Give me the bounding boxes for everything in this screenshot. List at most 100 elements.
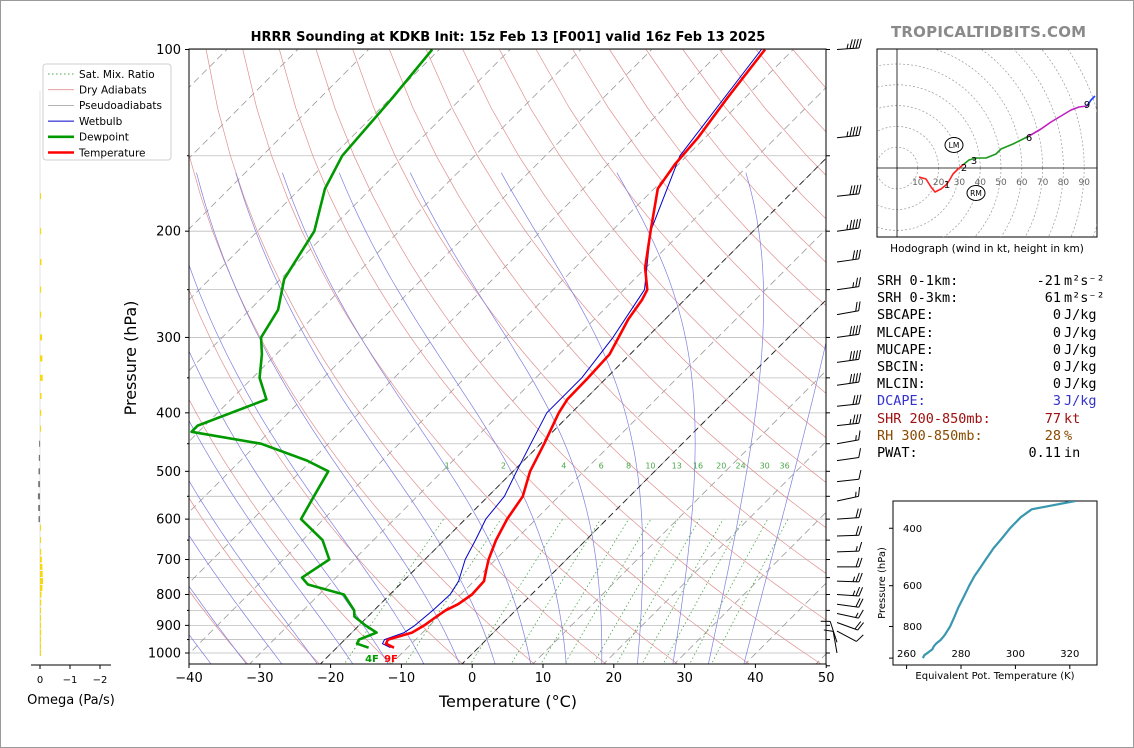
barb-full: [852, 395, 856, 405]
legend-item: Wetbulb: [79, 116, 123, 128]
omega-bar: [40, 311, 42, 318]
wind-barb: [836, 525, 863, 537]
omega-bar: [39, 440, 41, 447]
hodograph-ring-label: 10: [912, 178, 924, 188]
omega-bar: [40, 409, 42, 416]
brand-watermark: TROPICALTIDBITS.COM: [891, 23, 1087, 41]
barb-full: [855, 598, 861, 608]
barb-full: [858, 572, 863, 583]
wind-barb-shape: [836, 525, 863, 537]
wind-barb-shape: [823, 629, 838, 654]
stat-value: 28: [1044, 427, 1061, 444]
barb-full: [858, 184, 862, 195]
stat-unit: m²s⁻²: [1064, 273, 1105, 289]
theta-e-x-tick-label: 260: [897, 649, 916, 660]
omega-bar: [40, 599, 42, 606]
moist-adiabat: [196, 172, 460, 664]
omega-bar: [38, 481, 40, 488]
stat-value: 0: [1052, 341, 1061, 358]
wind-barb-shape: [836, 301, 861, 316]
hodograph-grid: [877, 49, 1097, 237]
omega-x-label: Omega (Pa/s): [27, 693, 115, 708]
moist-adiabat: [189, 419, 354, 664]
theta-e-x-tick-label: 320: [1060, 649, 1079, 660]
wind-barb: [836, 413, 862, 427]
barb-full: [857, 622, 864, 631]
mixing-ratio-label: 20: [716, 462, 726, 471]
wind-barb: [836, 277, 861, 291]
barb-full: [855, 508, 859, 518]
barb-full: [849, 373, 853, 384]
storm-motion-marker: [944, 137, 964, 153]
barb-half: [855, 491, 857, 498]
wind-barb: [836, 598, 864, 608]
barb-full: [858, 587, 864, 597]
wind-barb: [837, 557, 863, 568]
wind-barb-shape: [836, 324, 861, 338]
omega-bar: [40, 228, 42, 235]
barb-full: [852, 350, 856, 361]
omega-tick-label: −2: [93, 675, 108, 686]
barb-full: [852, 414, 856, 425]
skewt-axes: 4F 9F −40 −30 −20 −10 0 10 20 30 40 50 100 200 300 400 5…: [148, 43, 835, 686]
wind-barb-shape: [836, 486, 861, 502]
mixing-ratio-line: [343, 518, 445, 664]
mixing-ratio-line: [662, 518, 744, 664]
stat-unit: J/kg: [1064, 376, 1097, 393]
omega-bar: [38, 454, 40, 461]
theta-e-frame: [892, 500, 1098, 666]
mixing-ratio-label: 13: [672, 462, 682, 471]
hodograph-trace: [963, 135, 1030, 165]
theta-e-y-tick-label: 800: [903, 622, 922, 633]
skewt-y-label: Pressure (hPa): [121, 301, 140, 416]
hodograph-trace: [918, 176, 950, 193]
hodograph-caption: Hodograph (wind in kt, height in km): [890, 243, 1084, 255]
dry-adiabat: [425, 49, 826, 529]
barb-full: [858, 218, 861, 229]
wind-barb: [836, 469, 862, 483]
x-tick-label: 30: [676, 671, 693, 686]
wind-barb-shape: [836, 572, 863, 583]
barb-full: [855, 219, 859, 229]
hodograph-height-label: 1: [944, 180, 950, 191]
stat-value: 0: [1052, 307, 1061, 324]
moist-adiabat: [235, 172, 496, 664]
barb-full: [852, 219, 856, 230]
stat-row: SHR 200-850mb: 77 kt: [877, 411, 1117, 428]
skewt-x-label: Temperature (°C): [438, 692, 577, 711]
barb-full: [849, 39, 853, 49]
barb-full: [852, 250, 856, 260]
omega-bar: [40, 524, 41, 531]
barb-full: [849, 219, 853, 230]
hodograph-ring-label: 30: [954, 178, 966, 188]
wind-barb-shape: [836, 349, 861, 363]
legend-item: Sat. Mix. Ratio: [79, 69, 155, 81]
dry-adiabat: [352, 49, 826, 621]
wind-barb-shape: [836, 372, 861, 386]
moist-adiabat: [189, 633, 212, 664]
moist-adiabat: [189, 480, 318, 664]
stat-label: SBCAPE:: [877, 307, 934, 324]
barb-shaft: [836, 630, 857, 642]
isotherm: [390, 228, 826, 664]
stat-unit: J/kg: [1064, 393, 1097, 410]
stat-unit: m²s⁻²: [1064, 290, 1105, 307]
y-tick-label: 700: [156, 553, 181, 568]
legend-item: Dry Adiabats: [79, 85, 147, 97]
omega-bar: [40, 563, 43, 570]
wind-barb: [836, 621, 864, 631]
barb-shaft: [836, 47, 859, 50]
barb-full: [858, 609, 864, 619]
theta-e-y-tick-label: 400: [903, 524, 922, 535]
y-tick-label: 200: [156, 225, 181, 240]
omega-tick-label: 0: [37, 675, 43, 686]
stat-label: MLCAPE:: [877, 324, 934, 341]
stat-unit: %: [1064, 427, 1073, 444]
mixing-ratio-line: [404, 518, 502, 664]
barb-full: [855, 249, 859, 260]
stat-value: 0: [1052, 358, 1061, 375]
isotherm: [189, 49, 369, 230]
barb-full: [823, 629, 834, 632]
barb-full: [855, 184, 859, 195]
skewt-legend: Sat. Mix. Ratio Dry Adiabats Pseudoadiabat…: [42, 63, 172, 161]
